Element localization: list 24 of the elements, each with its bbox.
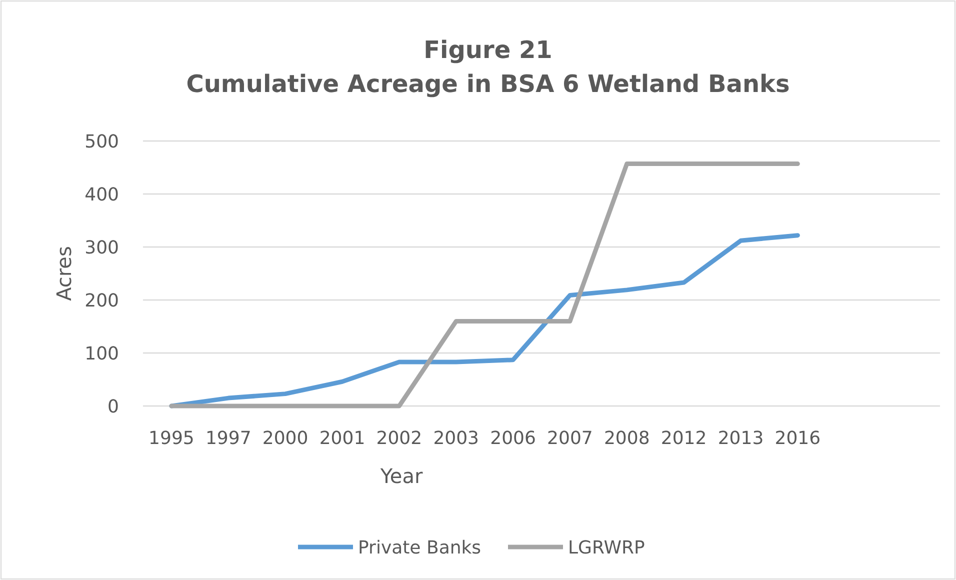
x-tick-label: 2000 — [262, 428, 308, 449]
x-axis-title: Year — [379, 464, 424, 488]
y-tick-label: 100 — [84, 343, 119, 364]
x-tick-label: 2002 — [376, 428, 422, 449]
x-tick-label: 2008 — [604, 428, 650, 449]
y-tick-label: 400 — [84, 184, 119, 206]
y-tick-label: 200 — [84, 290, 119, 312]
legend-label: Private Banks — [358, 537, 482, 558]
y-tick-label: 0 — [108, 396, 119, 418]
x-tick-label: 2006 — [490, 428, 536, 449]
chart-title: Figure 21 Cumulative Acreage in BSA 6 Wetland Banks — [186, 36, 790, 98]
x-tick-label: 2013 — [718, 428, 764, 449]
x-tick-label: 1995 — [148, 428, 194, 449]
x-tick-label: 2007 — [547, 428, 593, 449]
x-tick-label: 2012 — [660, 428, 707, 449]
x-tick-label: 2003 — [433, 428, 480, 449]
y-tick-label: 300 — [84, 237, 119, 258]
x-tick-label: 1997 — [205, 428, 252, 449]
line-series — [169, 233, 800, 408]
y-tick-label: 500 — [84, 131, 119, 152]
x-tick-label: 2016 — [774, 428, 821, 449]
x-tick-label: 2001 — [319, 428, 366, 449]
legend-label: LGRWRP — [568, 537, 646, 558]
y-axis-title: Acres — [52, 246, 76, 301]
